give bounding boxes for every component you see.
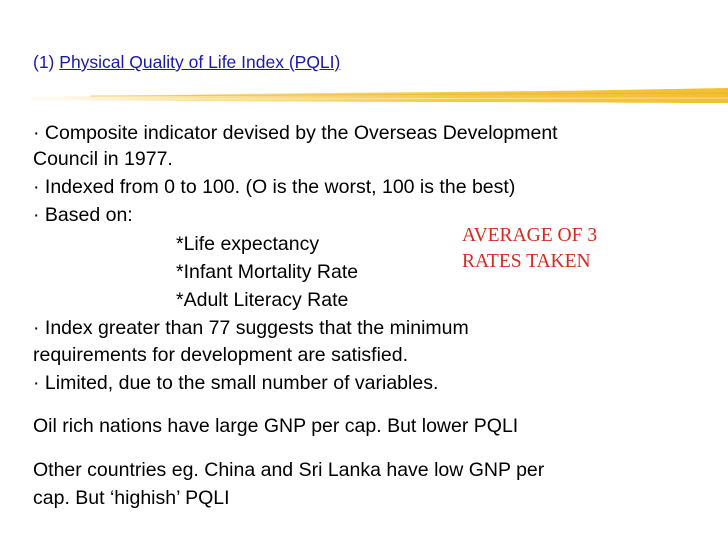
text-line-5: *Life expectancy xyxy=(176,233,320,255)
text-line-8: · Index greater than 77 suggests that th… xyxy=(33,317,469,339)
title-link[interactable]: Physical Quality of Life Index (PQLI) xyxy=(59,52,341,72)
text-line-10: · Limited, due to the small number of va… xyxy=(33,372,439,394)
text-line-1: · Composite indicator devised by the Ove… xyxy=(33,122,558,144)
text-line-6: *Infant Mortality Rate xyxy=(176,261,359,283)
text-line-11: Oil rich nations have large GNP per cap.… xyxy=(33,415,519,437)
title-number: (1) xyxy=(33,52,55,72)
text-line-7: *Adult Literacy Rate xyxy=(176,289,349,311)
text-line-2: Council in 1977. xyxy=(33,148,173,170)
note-line-1: AVERAGE OF 3 xyxy=(462,225,598,246)
text-line-4: · Based on: xyxy=(33,204,133,226)
text-line-12: Other countries eg. China and Sri Lanka … xyxy=(33,459,545,481)
note-line-2: RATES TAKEN xyxy=(462,251,591,272)
text-line-13: cap. But ‘highish’ PQLI xyxy=(33,487,230,509)
brush-stroke-divider xyxy=(30,88,728,103)
text-line-9: requirements for development are satisfi… xyxy=(33,344,409,366)
slide-title: (1) Physical Quality of Life Index (PQLI… xyxy=(33,52,340,73)
text-line-3: · Indexed from 0 to 100. (O is the worst… xyxy=(33,176,516,198)
annotation-note: AVERAGE OF 3 RATES TAKEN xyxy=(462,223,597,275)
